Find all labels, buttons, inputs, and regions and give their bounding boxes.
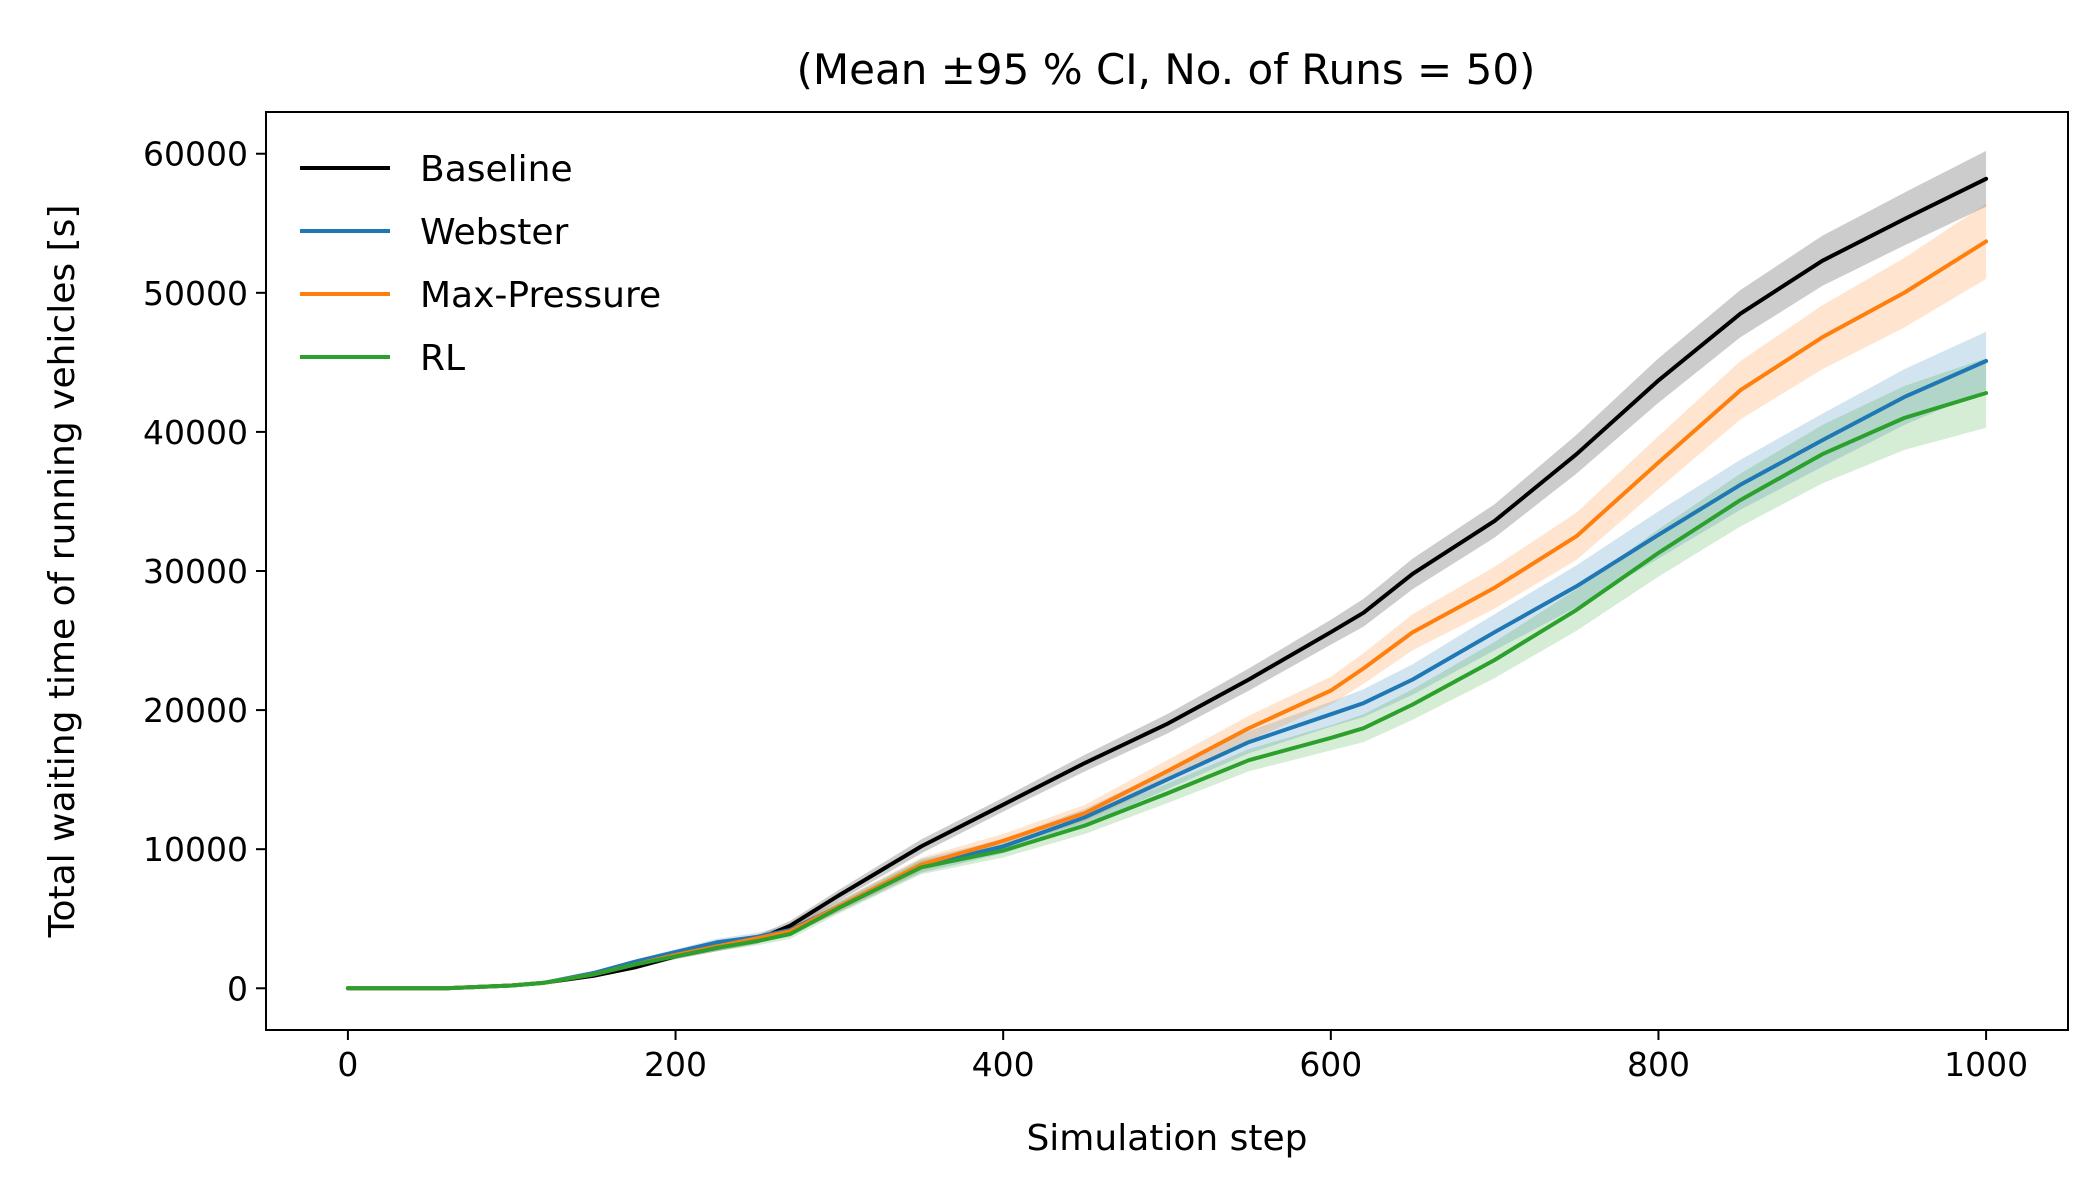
legend-label-baseline: Baseline: [420, 149, 573, 190]
x-tick-label: 200: [644, 1045, 707, 1084]
x-tick-label: 0: [337, 1045, 358, 1084]
y-tick-label: 50000: [143, 274, 248, 313]
legend-label-max-pressure: Max-Pressure: [420, 275, 661, 316]
y-tick-label: 30000: [143, 552, 248, 591]
x-tick-label: 400: [972, 1045, 1035, 1084]
x-axis-ticks: 0 200 400 600 800 1000: [337, 1030, 2028, 1084]
y-tick-label: 40000: [143, 413, 248, 452]
y-axis-ticks: 0 10000 20000 30000 40000 50000 60000: [143, 135, 266, 1008]
legend-label-rl: RL: [420, 338, 465, 379]
y-tick-label: 20000: [143, 691, 248, 730]
series-lines: [345, 176, 1989, 991]
y-tick-label: 0: [227, 969, 248, 1008]
legend: Baseline Webster Max-Pressure RL: [300, 149, 661, 379]
chart-title: (Mean ±95 % CI, No. of Runs = 50): [797, 45, 1536, 94]
y-axis-label: Total waiting time of running vehicles […: [42, 205, 83, 939]
y-tick-label: 60000: [143, 135, 248, 174]
x-axis-label: Simulation step: [1026, 1118, 1307, 1159]
y-tick-label: 10000: [143, 830, 248, 869]
x-tick-label: 800: [1627, 1045, 1690, 1084]
x-tick-label: 1000: [1944, 1045, 2028, 1084]
legend-label-webster: Webster: [420, 212, 569, 253]
x-tick-label: 600: [1299, 1045, 1362, 1084]
series-line-rl: [345, 391, 1989, 991]
